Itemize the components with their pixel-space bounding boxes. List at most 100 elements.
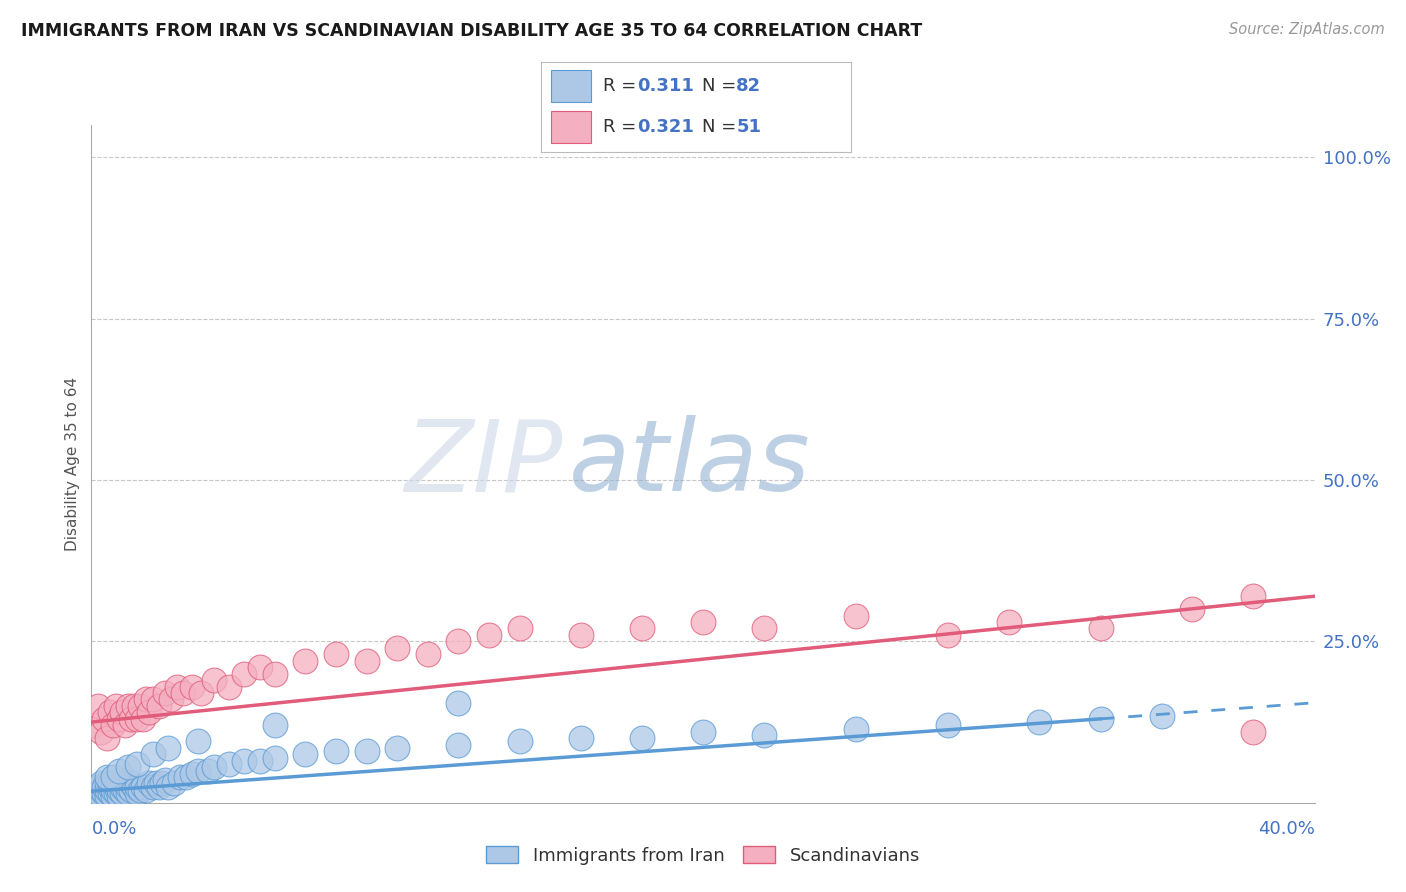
Point	[202, 673, 225, 687]
Point	[1243, 724, 1265, 739]
Point	[264, 666, 287, 681]
Point	[86, 780, 108, 794]
Point	[127, 712, 149, 726]
Point	[132, 712, 155, 726]
Point	[101, 776, 124, 790]
Point	[101, 783, 124, 797]
Point	[1090, 622, 1112, 636]
Point	[114, 718, 136, 732]
Text: Source: ZipAtlas.com: Source: ZipAtlas.com	[1229, 22, 1385, 37]
Point	[148, 698, 170, 713]
Point	[96, 776, 118, 790]
Point	[141, 692, 163, 706]
Point	[111, 786, 134, 800]
Point	[181, 680, 204, 694]
Point	[156, 740, 179, 755]
Point	[90, 776, 112, 790]
Point	[153, 686, 176, 700]
Point	[104, 698, 127, 713]
Point	[1090, 712, 1112, 726]
Point	[325, 648, 347, 662]
Point	[111, 706, 134, 720]
Point	[385, 640, 409, 655]
Point	[108, 789, 131, 804]
Point	[172, 686, 194, 700]
Point	[249, 660, 271, 674]
Point	[478, 628, 501, 642]
Point	[163, 776, 186, 790]
Point	[190, 686, 212, 700]
Text: R =: R =	[603, 118, 643, 136]
Point	[1028, 715, 1050, 730]
Point	[127, 780, 149, 794]
Point	[569, 731, 592, 746]
Point	[569, 628, 592, 642]
Point	[141, 747, 163, 762]
Point	[86, 786, 108, 800]
Text: N =: N =	[702, 118, 742, 136]
Point	[122, 780, 145, 794]
Point	[120, 776, 142, 790]
Point	[156, 780, 179, 794]
Legend: Immigrants from Iran, Scandinavians: Immigrants from Iran, Scandinavians	[479, 838, 927, 871]
Point	[135, 692, 157, 706]
Point	[264, 750, 287, 764]
Point	[98, 776, 121, 790]
Text: 0.0%: 0.0%	[91, 820, 136, 838]
Point	[127, 786, 149, 800]
Point	[96, 783, 118, 797]
Point	[141, 780, 163, 794]
Point	[129, 783, 152, 797]
Point	[101, 718, 124, 732]
Point	[122, 698, 145, 713]
Point	[1181, 602, 1204, 616]
Point	[1150, 708, 1173, 723]
Point	[692, 724, 714, 739]
Point	[120, 783, 142, 797]
Point	[108, 783, 131, 797]
Point	[294, 654, 316, 668]
Text: 40.0%: 40.0%	[1258, 820, 1315, 838]
Point	[93, 786, 115, 800]
Point	[1243, 589, 1265, 603]
Text: atlas: atlas	[568, 416, 810, 512]
Point	[120, 712, 142, 726]
Point	[101, 789, 124, 804]
Point	[233, 666, 256, 681]
Point	[998, 615, 1021, 629]
Point	[264, 718, 287, 732]
Bar	[551, 111, 591, 143]
Point	[86, 698, 108, 713]
Point	[117, 760, 139, 774]
Text: 51: 51	[737, 118, 761, 136]
Y-axis label: Disability Age 35 to 64: Disability Age 35 to 64	[65, 376, 80, 551]
Point	[447, 634, 470, 648]
Point	[160, 692, 183, 706]
Point	[145, 776, 167, 790]
Text: 82: 82	[737, 77, 761, 95]
Point	[101, 770, 124, 784]
Point	[356, 744, 378, 758]
Point	[104, 780, 127, 794]
Point	[181, 766, 204, 780]
Point	[83, 783, 105, 797]
Text: N =: N =	[702, 77, 742, 95]
Point	[114, 783, 136, 797]
Point	[111, 773, 134, 788]
Point	[90, 724, 112, 739]
Point	[93, 780, 115, 794]
Point	[108, 776, 131, 790]
Point	[129, 698, 152, 713]
Point	[754, 622, 776, 636]
Point	[114, 776, 136, 790]
Point	[187, 734, 209, 748]
Text: IMMIGRANTS FROM IRAN VS SCANDINAVIAN DISABILITY AGE 35 TO 64 CORRELATION CHART: IMMIGRANTS FROM IRAN VS SCANDINAVIAN DIS…	[21, 22, 922, 40]
Point	[96, 731, 118, 746]
Point	[148, 780, 170, 794]
Point	[356, 654, 378, 668]
Point	[117, 698, 139, 713]
Point	[93, 712, 115, 726]
Text: R =: R =	[603, 77, 643, 95]
Point	[845, 608, 868, 623]
Point	[83, 718, 105, 732]
